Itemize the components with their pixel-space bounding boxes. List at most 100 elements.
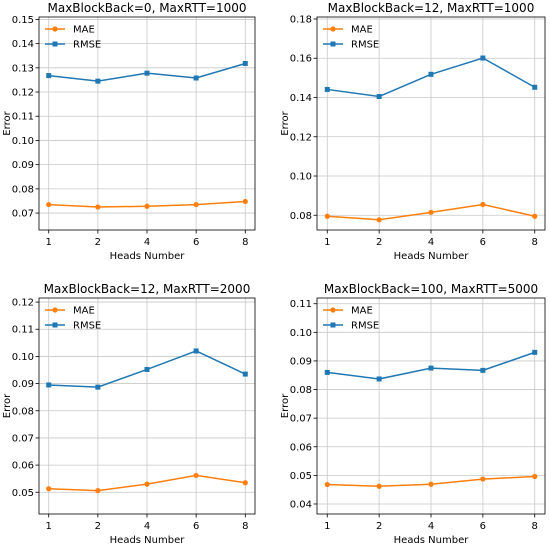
chart-2-x-tick-label: 8 [532, 237, 538, 248]
chart-4-mae-point [480, 476, 486, 482]
chart-4-x-axis-label: Heads Number [394, 535, 470, 545]
chart-4-x-tick-label: 6 [480, 521, 486, 532]
chart-1-y-tick-label: 0.07 [12, 209, 34, 220]
chart-4-y-tick-label: 0.10 [290, 328, 312, 339]
chart-4-y-axis-label: Error [280, 393, 291, 418]
chart-1-rmse-point [95, 78, 101, 84]
chart-1-mae-point [144, 203, 150, 209]
chart-4-y-tick-label: 0.04 [290, 499, 312, 510]
chart-3-rmse-point [144, 366, 150, 372]
chart-4-y-tick-label: 0.05 [290, 471, 312, 482]
chart-3: 1 2 4 6 8 0.05 0.06 0.07 0.08 0.09 0.10 0.11 0.12 MAE… [2, 282, 256, 545]
chart-2-x-tick-label: 6 [480, 237, 486, 248]
chart-3-y-tick-label: 0.08 [12, 406, 34, 417]
chart-4-rmse-point [376, 376, 382, 382]
chart-3-y-tick-label: 0.07 [12, 433, 34, 444]
chart-3-legend: MAE RMSE [45, 306, 101, 332]
chart-1-mae-point [46, 201, 52, 208]
chart-2-mae-point [324, 213, 330, 219]
chart-3-y-tick-label: 0.05 [12, 488, 34, 499]
chart-4-y-tick-label: 0.07 [290, 414, 312, 425]
chart-4-mae-point [532, 473, 538, 480]
chart-3-title: MaxBlockBack=12, MaxRTT=2000 [44, 282, 251, 296]
chart-4-rmse-point [532, 349, 538, 355]
chart-1-x-axis-label: Heads Number [110, 251, 186, 262]
chart-3-mae-point [46, 486, 52, 492]
chart-2-rmse-point [480, 55, 486, 61]
chart-4-rmse-point [428, 365, 434, 371]
chart-2-title: MaxBlockBack=12, MaxRTT=1000 [328, 1, 535, 15]
chart-1: 1 2 4 6 8 0.07 0.08 0.09 0.10 0.11 0.12 0.13 0.14 0.1… [2, 1, 256, 262]
chart-1-x-tick-label: 8 [242, 237, 248, 248]
chart-3-y-axis-label: Error [2, 393, 13, 418]
chart-3-x-tick-label: 4 [144, 521, 150, 532]
chart-2-x-tick-label: 4 [428, 237, 434, 248]
chart-3-y-tick-label: 0.10 [12, 352, 34, 363]
chart-1-mae-point [95, 204, 101, 210]
chart-4-mae-point [376, 483, 382, 489]
chart-4-legend: MAE RMSE [323, 306, 379, 332]
chart-4-mae-point [428, 481, 434, 487]
chart-2-mae-point [376, 217, 382, 223]
chart-1-y-tick-label: 0.13 [12, 63, 34, 74]
chart-2-y-tick-label: 0.16 [290, 54, 312, 65]
chart-4-x-tick-label: 2 [376, 521, 382, 532]
chart-1-legend-rmse-marker [52, 41, 58, 47]
chart-1-title: MaxBlockBack=0, MaxRTT=1000 [47, 1, 246, 15]
chart-2-y-axis-label: Error [280, 110, 291, 135]
chart-4-legend-rmse-label: RMSE [351, 321, 379, 332]
chart-4-legend-mae-marker [330, 307, 336, 313]
chart-4-x-tick-label: 4 [428, 521, 434, 532]
chart-3-y-tick-label: 0.09 [12, 379, 34, 390]
chart-1-y-tick-label: 0.08 [12, 184, 34, 195]
chart-3-mae-point [193, 472, 199, 479]
chart-4-y-tick-label: 0.09 [290, 356, 312, 367]
chart-4-mae-point [324, 481, 330, 488]
chart-1-rmse-point [46, 73, 52, 79]
chart-2-x-tick-label: 2 [376, 237, 382, 248]
chart-3-mae-point [242, 480, 248, 486]
chart-1-x-tick-label: 1 [46, 237, 52, 248]
chart-2-x-tick-label: 1 [324, 237, 330, 248]
chart-2: 1 2 4 6 8 0.08 0.10 0.12 0.14 0.16 0.18 MAE RMSE MaxB… [280, 1, 546, 262]
chart-4-title: MaxBlockBack=100, MaxRTT=5000 [324, 282, 538, 296]
chart-2-y-tick-label: 0.08 [290, 211, 312, 222]
chart-3-x-tick-label: 6 [193, 521, 199, 532]
chart-4-x-tick-label: 8 [532, 521, 538, 532]
chart-2-rmse-point [324, 86, 330, 92]
chart-1-frame [38, 16, 256, 231]
chart-3-legend-mae-marker [52, 307, 58, 313]
chart-2-mae-point [428, 209, 434, 215]
chart-4-rmse-point [324, 369, 330, 375]
chart-1-mae-point [193, 201, 199, 208]
chart-4-y-tick-label: 0.06 [290, 442, 312, 453]
chart-1-mae-point [242, 198, 248, 205]
chart-2-frame [316, 16, 546, 231]
chart-1-legend: MAE RMSE [45, 25, 101, 51]
chart-1-y-tick-label: 0.12 [12, 88, 34, 99]
chart-4-legend-mae-label: MAE [351, 306, 373, 317]
chart-3-rmse-point [95, 384, 101, 390]
chart-1-y-tick-label: 0.15 [12, 15, 34, 26]
chart-4-y-tick-label: 0.11 [290, 299, 312, 310]
chart-3-frame [38, 297, 256, 515]
chart-2-y-tick-label: 0.14 [290, 93, 312, 104]
chart-4-x-tick-label: 1 [324, 521, 330, 532]
chart-1-y-tick-label: 0.14 [12, 39, 34, 50]
chart-1-y-tick-label: 0.11 [12, 112, 34, 123]
chart-3-mae-point [144, 481, 150, 487]
chart-3-x-axis-label: Heads Number [110, 535, 186, 545]
chart-3-legend-rmse-marker [52, 322, 58, 328]
chart-1-legend-rmse-label: RMSE [73, 40, 101, 51]
chart-2-legend-rmse-label: RMSE [351, 40, 379, 51]
chart-2-y-tick-label: 0.12 [290, 132, 312, 143]
chart-3-y-tick-label: 0.11 [12, 325, 34, 336]
chart-2-mae-point [480, 201, 486, 208]
chart-2-legend-mae-label: MAE [351, 25, 373, 36]
chart-1-y-tick-label: 0.10 [12, 136, 34, 147]
chart-4-y-tick-label: 0.08 [290, 385, 312, 396]
chart-2-legend: MAE RMSE [323, 25, 379, 51]
chart-3-rmse-point [46, 382, 52, 388]
chart-2-rmse-point [532, 84, 538, 90]
